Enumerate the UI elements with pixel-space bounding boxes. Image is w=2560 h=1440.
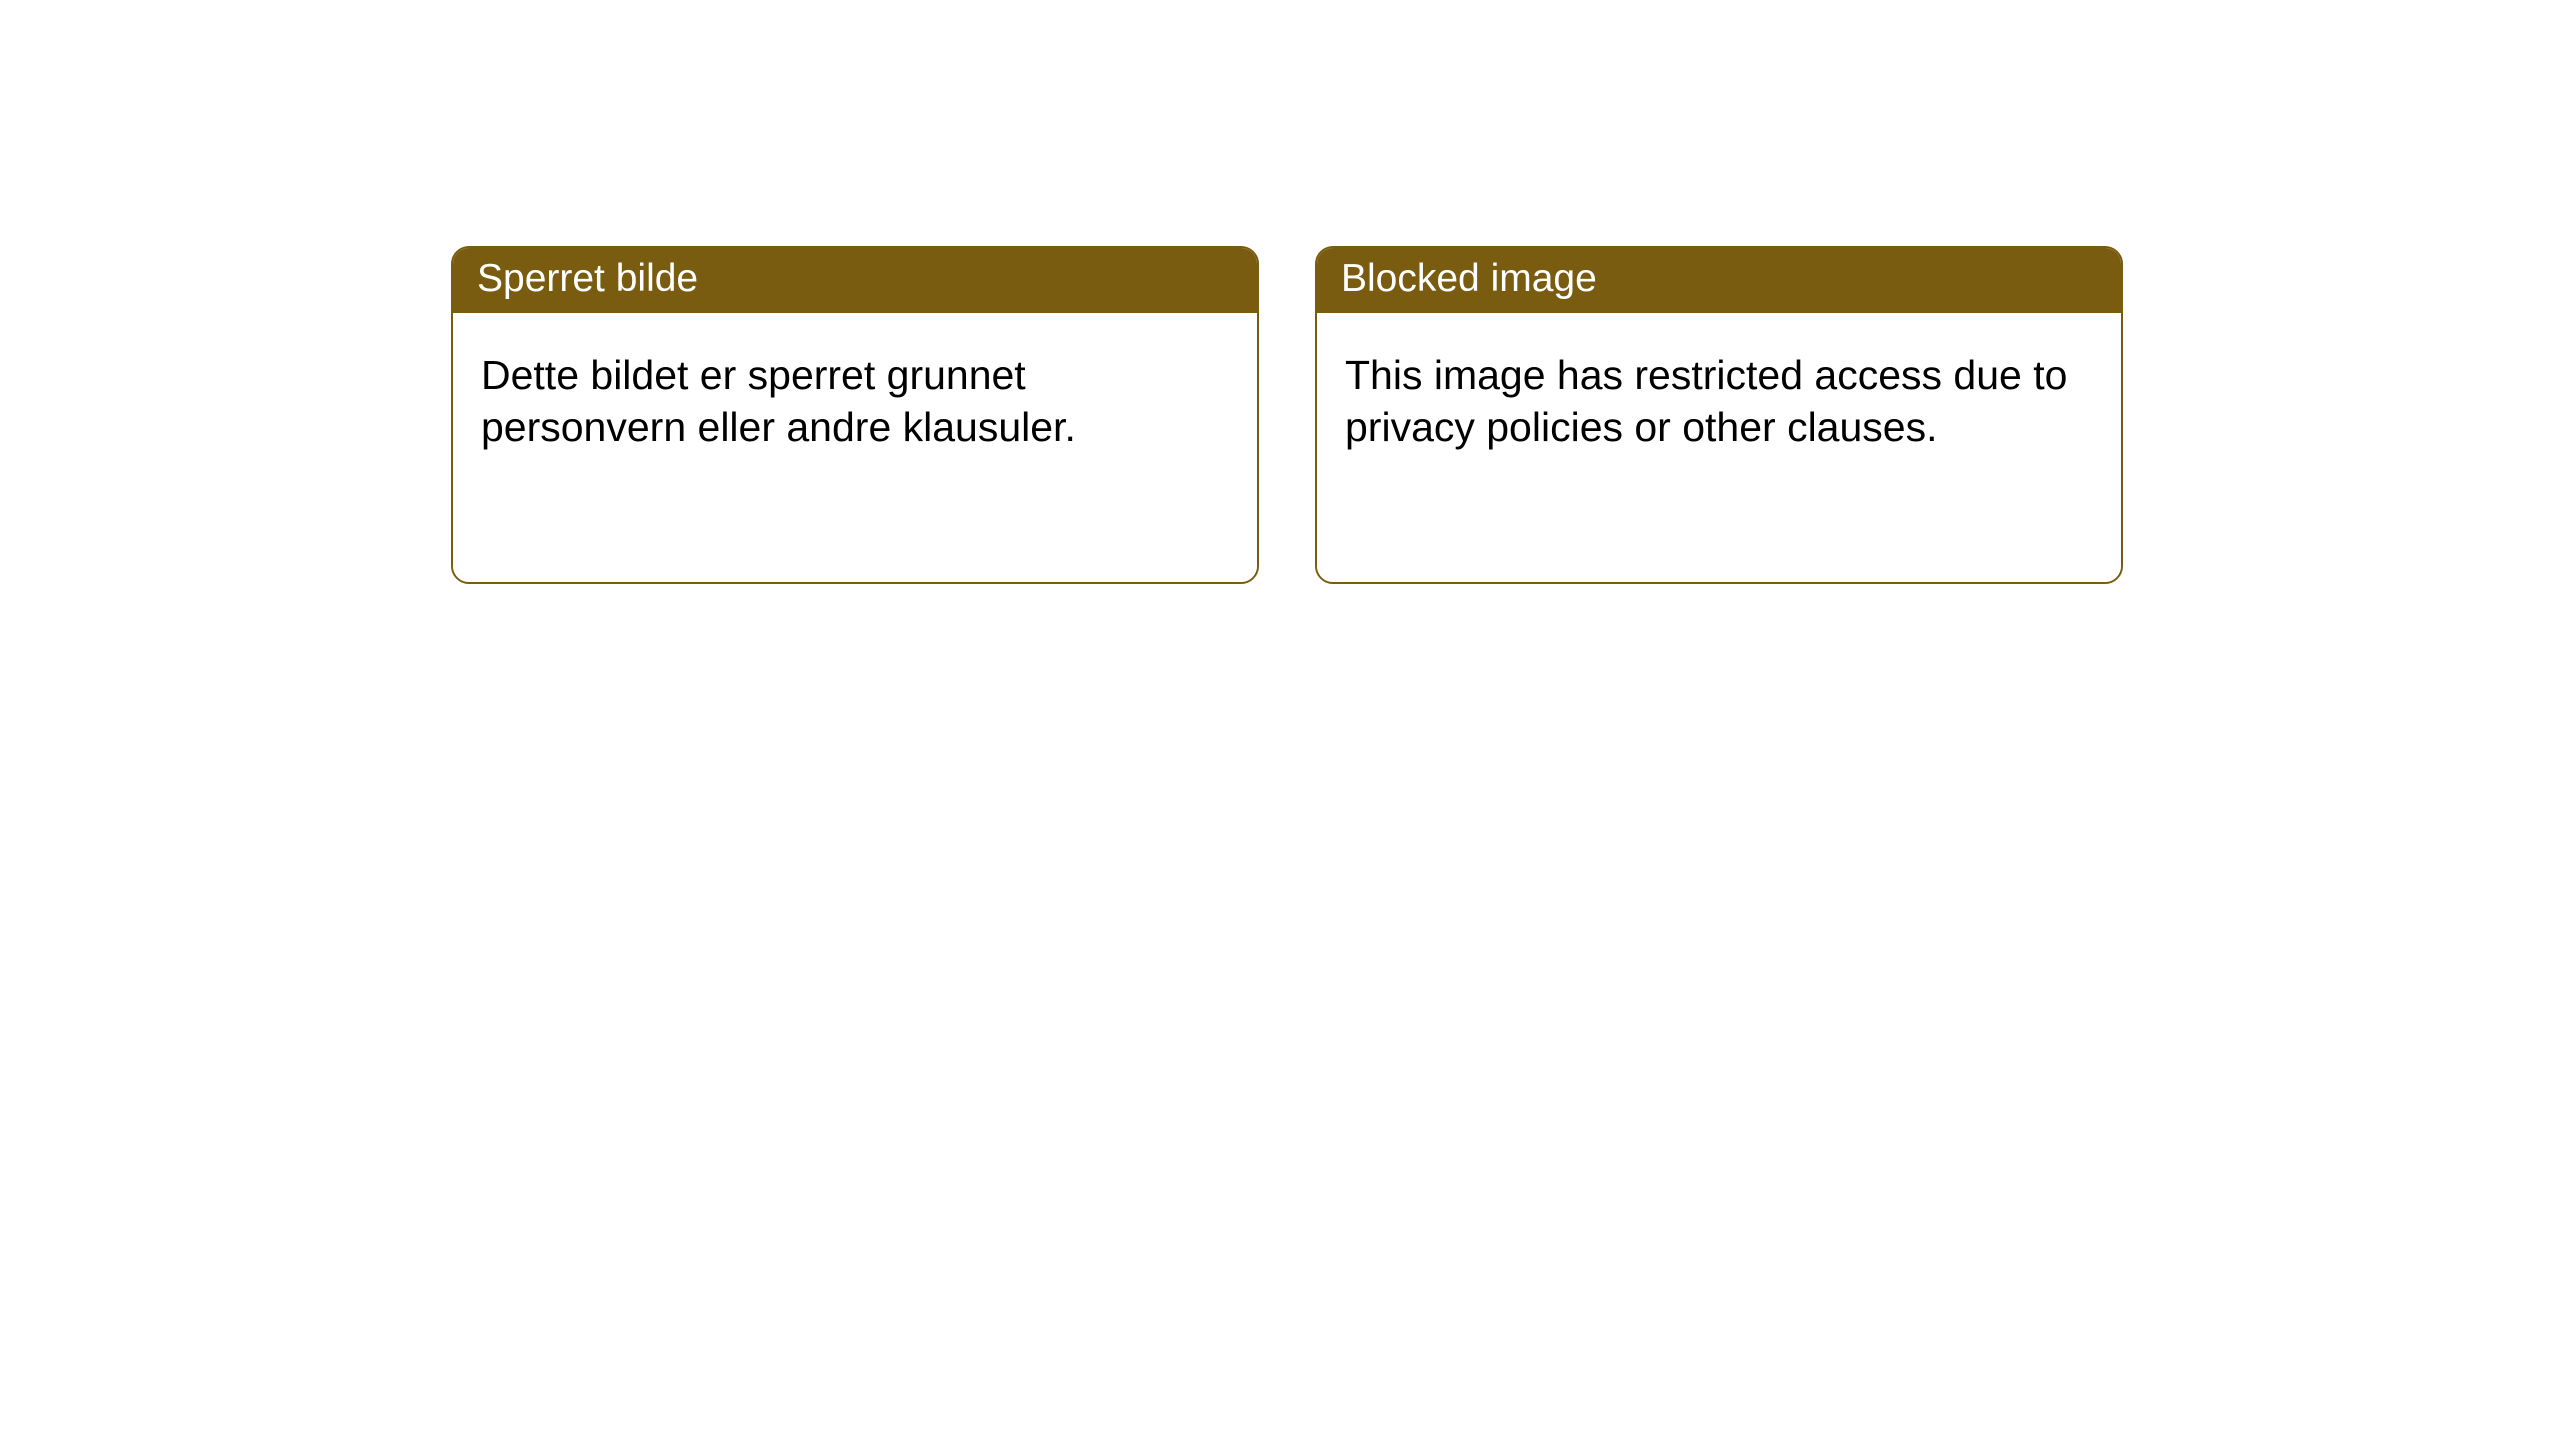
- notice-box-norwegian: Sperret bilde Dette bildet er sperret gr…: [451, 246, 1259, 584]
- notice-header: Blocked image: [1317, 248, 2121, 313]
- notice-container: Sperret bilde Dette bildet er sperret gr…: [0, 0, 2560, 584]
- notice-box-english: Blocked image This image has restricted …: [1315, 246, 2123, 584]
- notice-header: Sperret bilde: [453, 248, 1257, 313]
- notice-body: Dette bildet er sperret grunnet personve…: [453, 313, 1257, 582]
- notice-body: This image has restricted access due to …: [1317, 313, 2121, 582]
